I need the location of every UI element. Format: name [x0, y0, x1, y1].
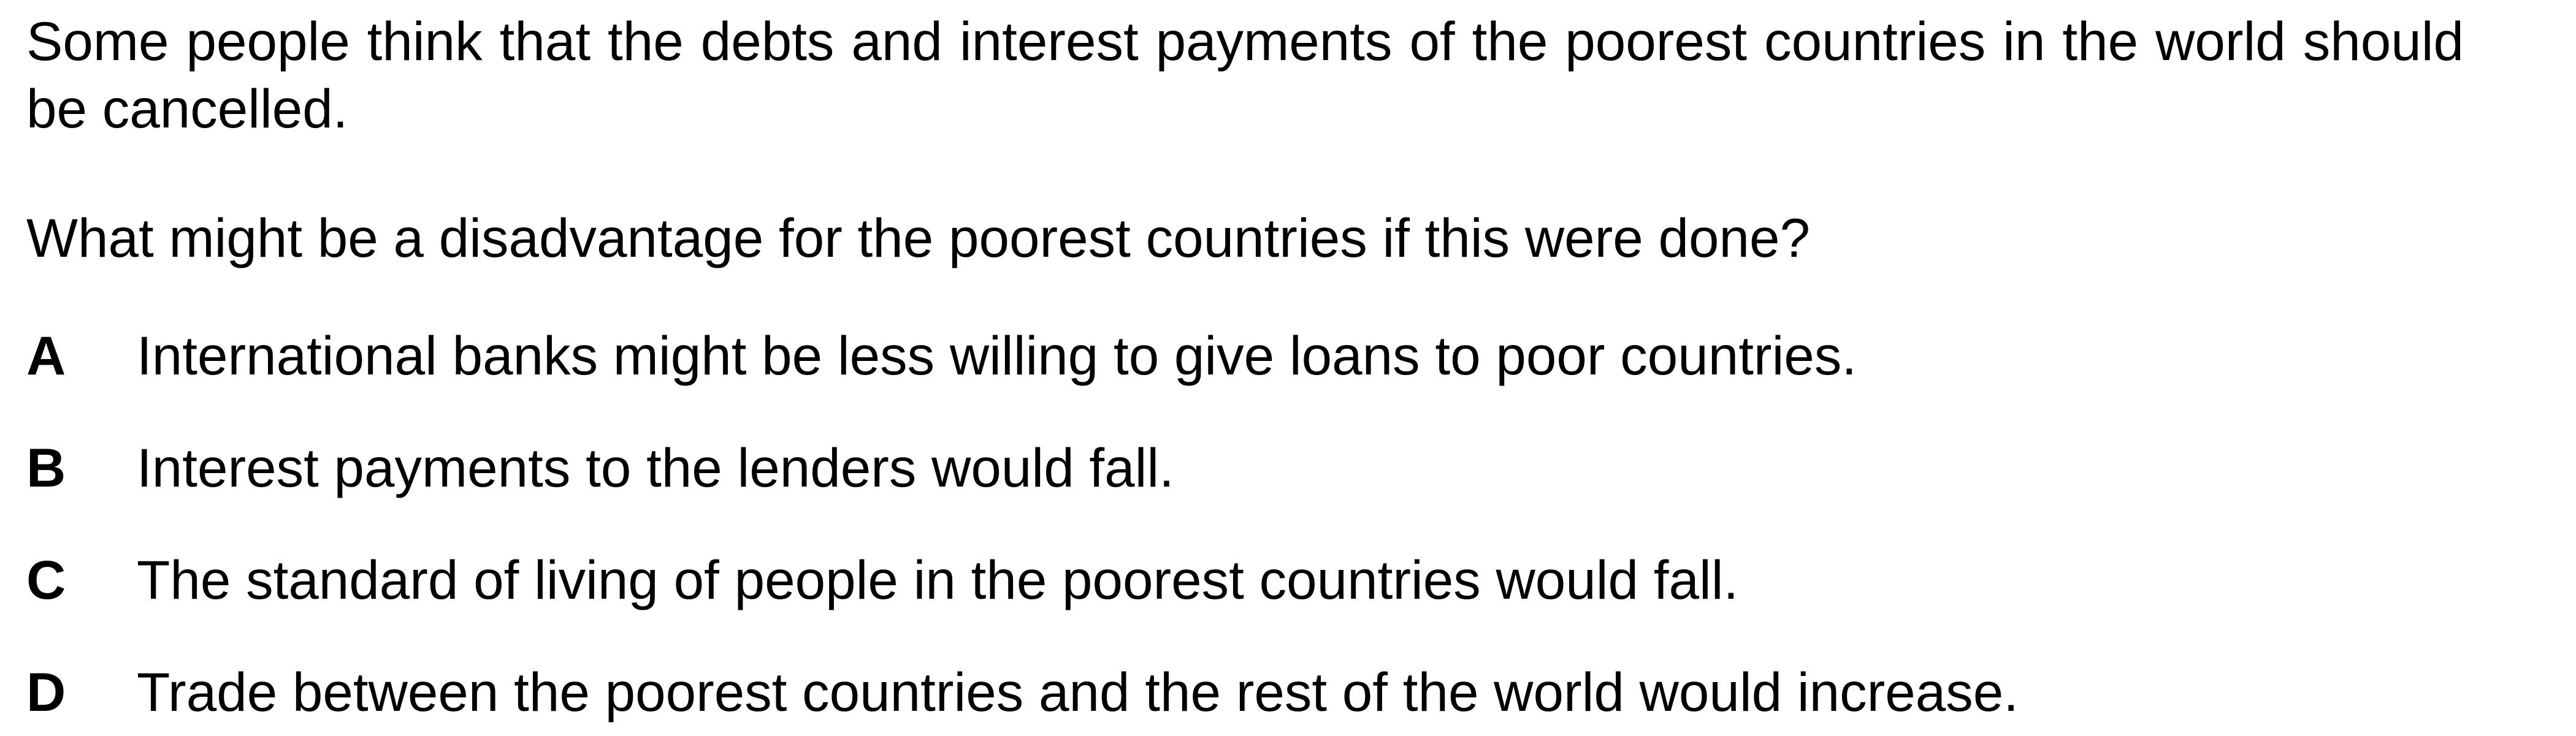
option-text: The standard of living of people in the … — [137, 549, 1739, 610]
question-stem: Some people think that the debts and int… — [26, 10, 2464, 139]
option-letter: A — [26, 325, 66, 386]
option-text: International banks might be less willin… — [137, 325, 1857, 386]
option-letter: B — [26, 437, 66, 498]
option-letter: C — [26, 549, 66, 610]
question-prompt: What might be a disadvantage for the poo… — [26, 207, 1811, 268]
option-text: Interest payments to the lenders would f… — [137, 437, 1174, 498]
option-letter: D — [26, 661, 66, 723]
option-text: Trade between the poorest countries and … — [137, 661, 2019, 723]
